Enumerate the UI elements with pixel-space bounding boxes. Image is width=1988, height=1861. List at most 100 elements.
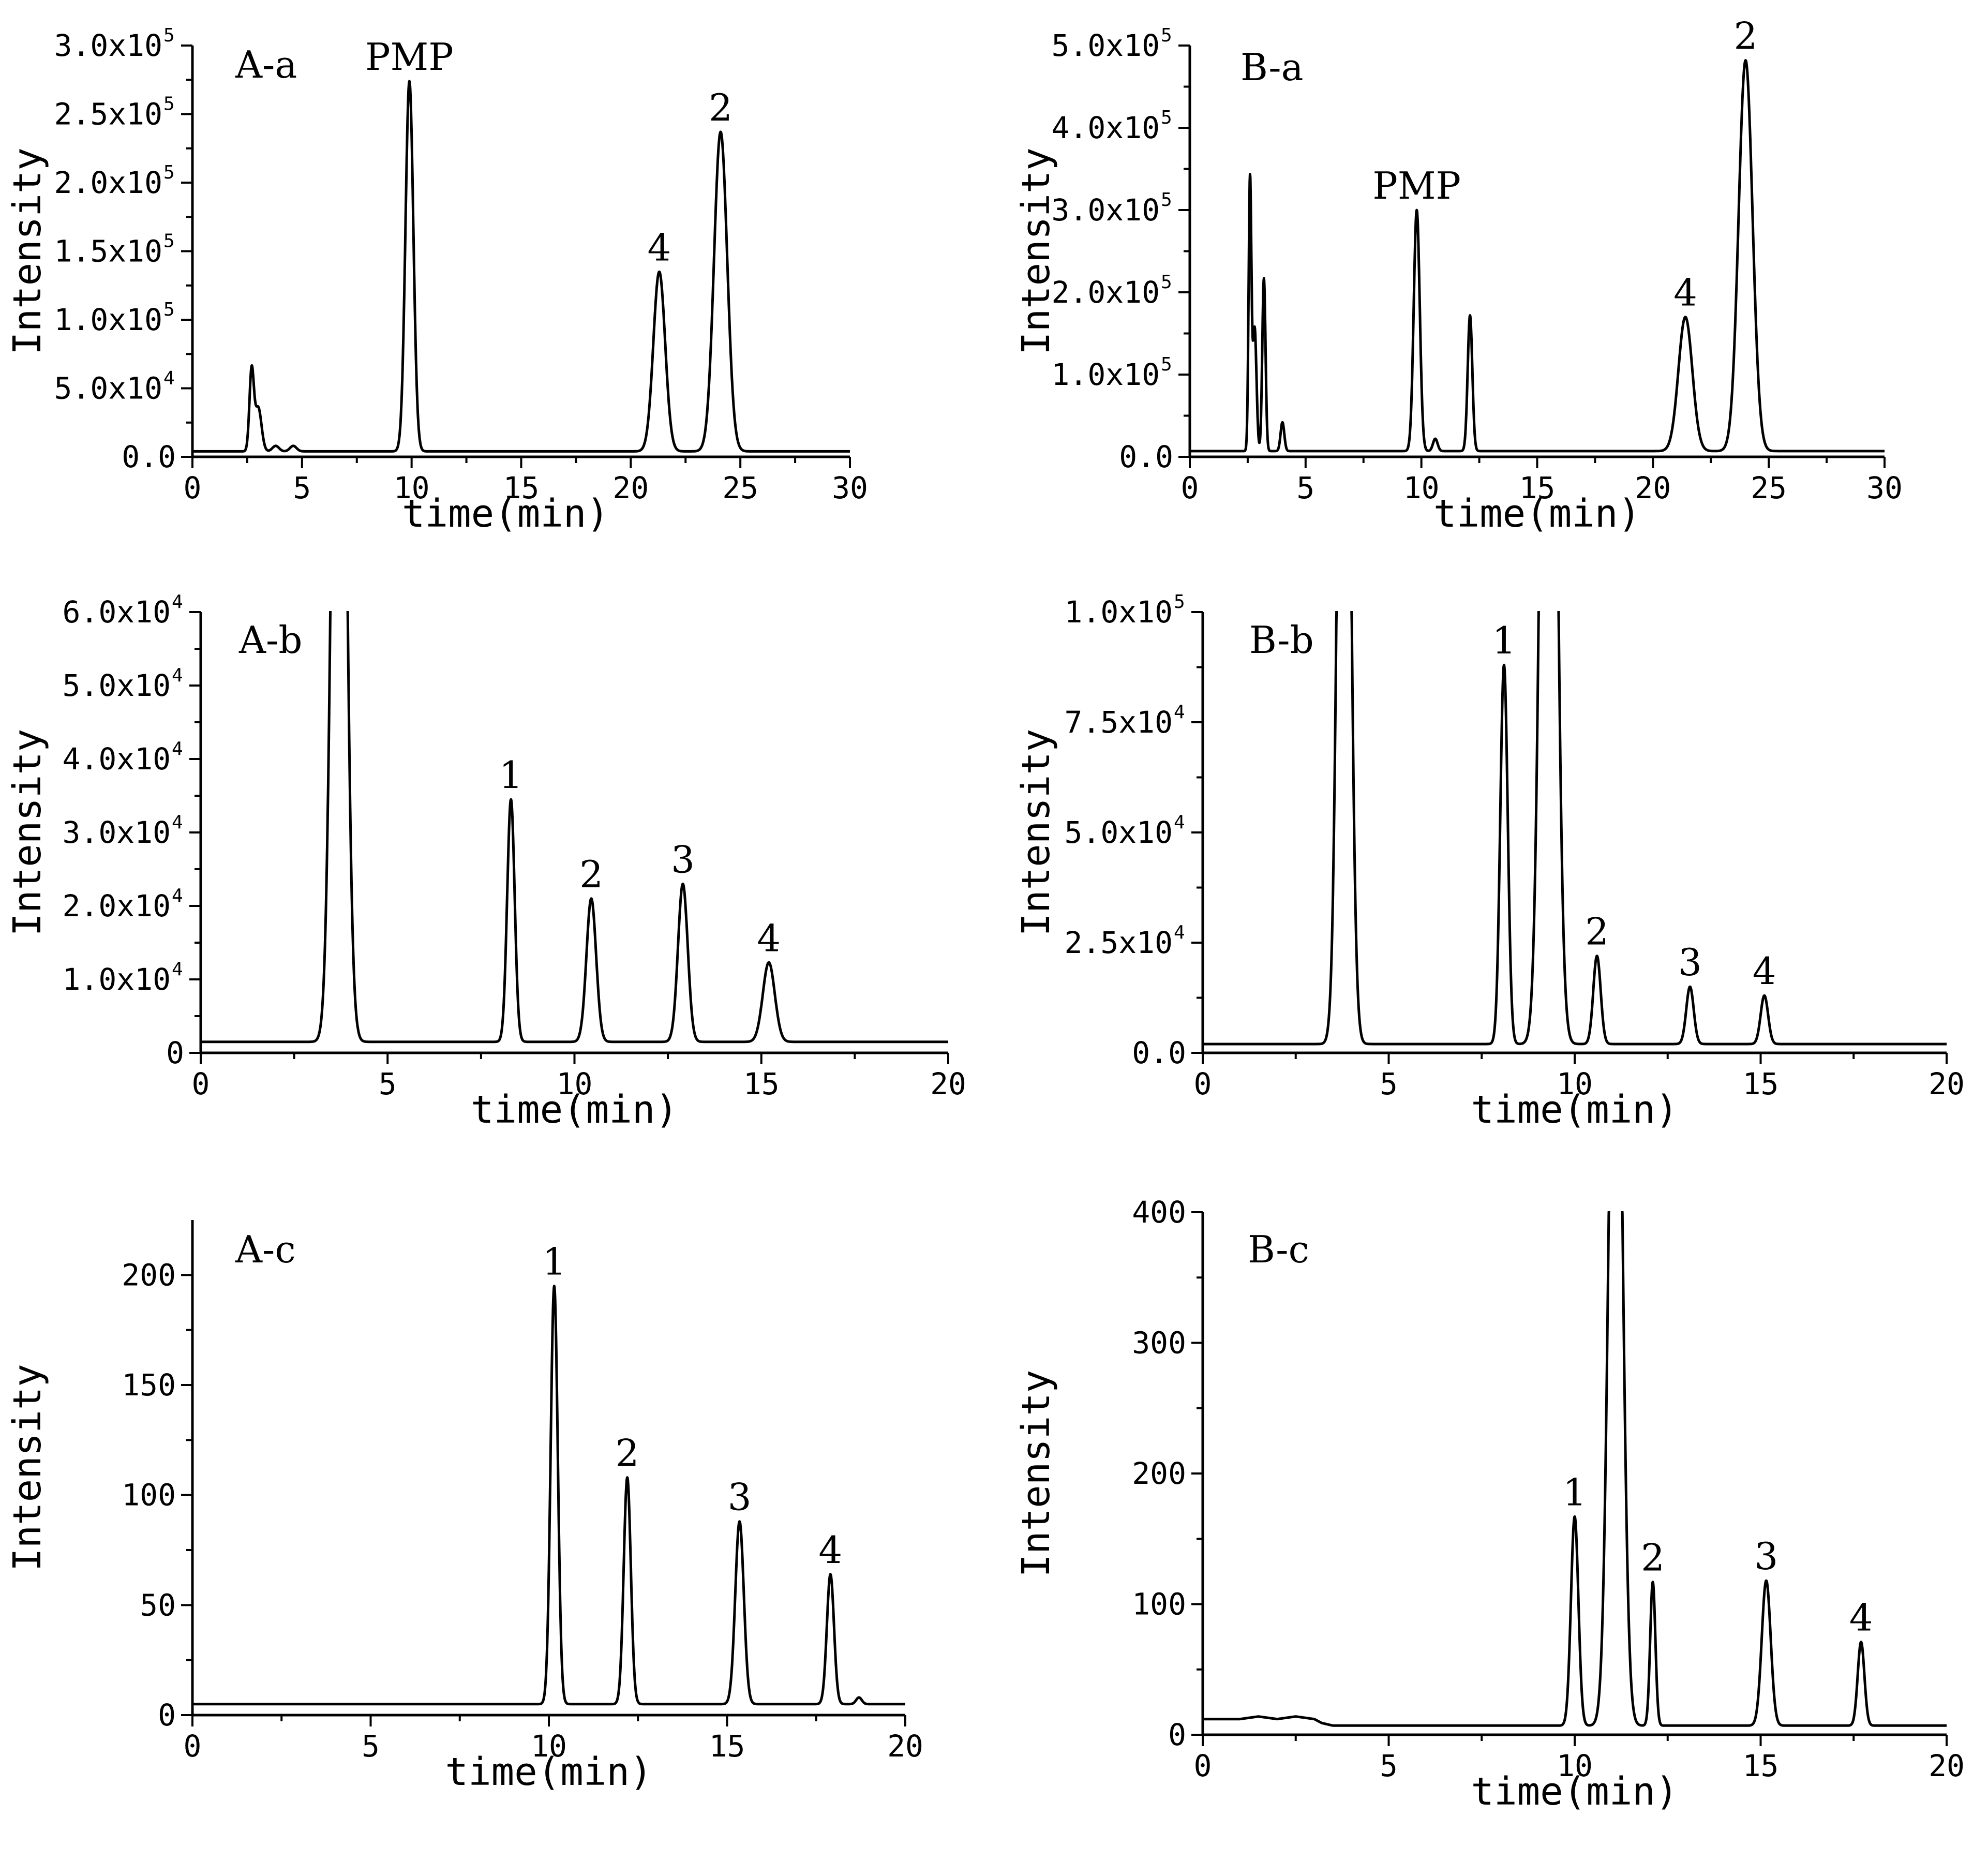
series-line [192,1285,906,1706]
y-tick-exponent: 4 [172,591,183,613]
x-tick-label: 5 [293,470,311,505]
peak-label: 2 [1641,1536,1665,1580]
y-tick-exponent: 5 [1174,591,1185,613]
y-tick-label: 3.0x10 [54,28,162,63]
y-tick-exponent: 5 [1161,107,1172,128]
panel-A-c: 0 5 10 15 20050100150200time(min)IntensityA-… [5,1220,923,1794]
series-line [1203,1211,1948,1727]
y-axis-label: Intensity [5,147,50,355]
y-tick-exponent: 4 [172,665,183,686]
panel-label: B-c [1248,1228,1309,1271]
y-tick-label: 0 [1168,1717,1186,1752]
peak-label: 4 [1673,271,1697,315]
series-line [1203,611,1948,1046]
x-tick-label: 25 [1751,470,1787,505]
series-line [192,80,851,453]
x-tick-label: 5 [362,1729,380,1764]
peak-label: 1 [542,1240,566,1284]
x-tick-label: 20 [887,1729,923,1764]
peak-label: 4 [1753,949,1776,993]
x-tick-label: 0 [1181,470,1199,505]
peak-label: 4 [818,1528,842,1572]
y-tick-label: 7.5x10 [1064,705,1173,740]
y-tick-label: 100 [1132,1587,1186,1622]
y-tick-exponent: 4 [163,368,175,389]
y-tick-label: 2.5x10 [1064,925,1173,960]
y-tick-label: 150 [122,1367,176,1403]
panel-A-a: 0 5 10 15 20 25 300.05.0x10 41.0x10 51.5x10 52.0x… [5,25,868,536]
x-tick-label: 15 [1519,470,1556,505]
panel-label: A-a [235,43,297,86]
y-tick-exponent: 5 [163,231,175,252]
y-tick-exponent: 4 [1174,702,1185,723]
series-line [1190,59,1886,453]
y-tick-exponent: 5 [1161,354,1172,375]
y-tick-label: 400 [1132,1195,1186,1230]
y-tick-exponent: 4 [1174,812,1185,833]
x-tick-label: 30 [832,470,868,505]
y-axis-label: Intensity [5,729,50,936]
peak-label: 1 [1563,1470,1587,1514]
x-tick-label: 20 [1635,470,1671,505]
y-tick-label: 0 [166,1035,184,1070]
x-tick-label: 10 [531,1729,567,1764]
x-tick-label: 15 [743,1066,780,1101]
peak-label: 4 [1849,1596,1873,1640]
y-tick-label: 50 [140,1587,176,1622]
peak-label: 2 [1733,14,1757,58]
x-axis-label: time(min) [1471,1769,1679,1814]
peak-label: 4 [648,226,671,269]
panel-label: A-c [235,1228,296,1271]
y-tick-label: 1.0x10 [54,302,162,337]
peak-label: PMP [1372,164,1461,207]
y-tick-exponent: 4 [172,812,183,833]
y-tick-label: 2.0x10 [54,165,162,200]
y-tick-exponent: 5 [1161,25,1172,46]
y-tick-label: 200 [122,1257,176,1292]
y-tick-exponent: 4 [1174,922,1185,943]
y-tick-exponent: 4 [172,959,183,980]
y-tick-exponent: 5 [1161,272,1172,293]
x-tick-label: 5 [1380,1066,1398,1101]
panel-label: A-b [238,618,302,662]
y-tick-label: 0.0 [1119,439,1173,474]
y-tick-exponent: 5 [163,299,175,320]
x-axis-label: time(min) [1471,1088,1679,1132]
x-tick-label: 15 [1743,1066,1779,1101]
x-tick-label: 0 [184,470,202,505]
peak-label: 2 [579,853,603,896]
y-tick-label: 0.0 [1132,1035,1186,1070]
x-tick-label: 10 [394,470,430,505]
x-tick-label: 15 [1743,1748,1779,1783]
y-tick-label: 1.0x10 [1064,594,1173,630]
panel-B-a: 0 5 10 15 20 25 300.01.0x10 52.0x10 53.0x10 54.0x… [1014,14,1903,536]
panel-label: B-b [1249,618,1314,662]
x-tick-label: 25 [722,470,758,505]
y-tick-label: 1.0x10 [1051,357,1160,392]
peak-label: 2 [709,86,733,129]
peak-label: 2 [1585,910,1609,954]
y-tick-label: 0 [158,1698,176,1733]
x-tick-label: 20 [612,470,649,505]
y-tick-label: 300 [1132,1326,1186,1361]
panel-label: B-a [1240,46,1304,89]
y-tick-label: 100 [122,1478,176,1513]
y-tick-label: 2.0x10 [62,888,171,924]
y-tick-label: 2.0x10 [1051,275,1160,310]
y-tick-label: 0.0 [122,439,176,474]
y-tick-label: 3.0x10 [1051,192,1160,228]
y-axis-label: Intensity [1014,1370,1058,1577]
peak-label: 1 [1492,619,1516,662]
x-tick-label: 5 [1296,470,1314,505]
series-line [201,611,949,1044]
y-tick-exponent: 5 [163,94,175,115]
peak-label: 3 [671,838,695,881]
x-tick-label: 0 [1194,1066,1212,1101]
x-tick-label: 15 [709,1729,745,1764]
x-axis-label: time(min) [445,1750,653,1794]
y-tick-label: 3.0x10 [62,815,171,850]
y-tick-exponent: 5 [163,162,175,183]
peak-label: 2 [616,1432,639,1475]
